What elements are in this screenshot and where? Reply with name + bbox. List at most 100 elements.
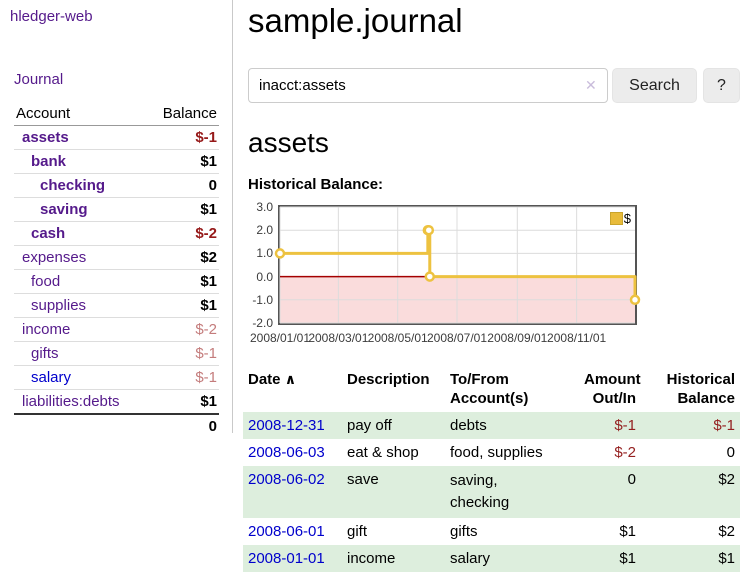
account-row-liabilities-debts: liabilities:debts $1 (14, 389, 219, 415)
accounts-total-value: 0 (147, 413, 219, 438)
transaction-accounts: salary (450, 550, 491, 567)
sidebar-item-journal[interactable]: Journal (14, 71, 64, 88)
chart-plot-area: $ (274, 205, 641, 325)
chart-y-axis: 3.0 2.0 1.0 0.0 -1.0 -2.0 (243, 200, 273, 330)
account-row-supplies: supplies $1 (14, 293, 219, 318)
app-title: hledger-web (10, 8, 93, 25)
account-link-gifts[interactable]: gifts (31, 345, 59, 362)
register-row: 2008-12-31 pay off debts $-1 $-1 (243, 412, 740, 439)
y-tick-label: 2.0 (256, 223, 273, 238)
x-tick-label: 2008/01/01 (249, 331, 311, 345)
account-balance: $1 (147, 389, 219, 415)
account-link-bank[interactable]: bank (31, 153, 67, 170)
transaction-amount: $1 (619, 550, 636, 567)
accounts-table: Account Balance assets $-1 bank $1 check… (14, 102, 219, 438)
account-row-checking: checking 0 (14, 173, 219, 198)
transaction-description: pay off (347, 417, 392, 434)
account-row-assets: assets $-1 (14, 125, 219, 150)
y-tick-label: -1.0 (252, 292, 273, 307)
y-tick-label: -2.0 (252, 316, 273, 330)
legend-label: $ (623, 211, 631, 226)
register-row: 2008-06-03 eat & shop food, supplies $-2… (243, 439, 740, 466)
account-link-salary[interactable]: salary (31, 369, 72, 386)
transaction-amount: $1 (619, 523, 636, 540)
page-title: sample.journal (248, 2, 463, 39)
transaction-date-link[interactable]: 2008-12-31 (248, 417, 325, 434)
y-tick-label: 0.0 (256, 269, 273, 284)
account-row-cash: cash $-2 (14, 221, 219, 246)
account-link-assets[interactable]: assets (22, 129, 69, 146)
transaction-accounts: debts (450, 417, 487, 434)
accounts-column-header: To/From Account(s) (450, 371, 529, 407)
transaction-accounts: food, supplies (450, 444, 543, 461)
y-tick-label: 1.0 (256, 246, 273, 261)
account-heading: assets (248, 127, 329, 158)
account-link-saving[interactable]: saving (40, 201, 88, 218)
clear-search-icon[interactable]: ✕ (585, 77, 597, 93)
transaction-balance: 0 (726, 444, 735, 461)
transaction-description: gift (347, 523, 368, 540)
register-header-row: Date ∧ Description To/From Account(s) Am… (243, 366, 740, 412)
account-balance: $-1 (147, 341, 219, 366)
transaction-description: income (347, 550, 396, 567)
transaction-date-link[interactable]: 2008-06-01 (248, 523, 325, 540)
transaction-description: eat & shop (347, 444, 419, 461)
transaction-description: save (347, 471, 379, 488)
account-link-supplies[interactable]: supplies (31, 297, 87, 314)
account-balance: $-1 (147, 125, 219, 150)
search-button[interactable]: Search (612, 68, 697, 103)
account-balance: $1 (147, 197, 219, 222)
x-tick-label: 2008/09/01 (487, 331, 548, 345)
transaction-accounts: gifts (450, 523, 478, 540)
app-title-link[interactable]: hledger-web (10, 8, 93, 25)
search-input[interactable] (248, 68, 608, 103)
account-row-income: income $-2 (14, 317, 219, 342)
transaction-amount: $-1 (614, 417, 636, 434)
account-balance: $1 (147, 293, 219, 318)
account-link-checking[interactable]: checking (40, 177, 106, 194)
account-link-cash[interactable]: cash (31, 225, 66, 242)
account-row-gifts: gifts $-1 (14, 341, 219, 366)
register-row: 2008-06-01 gift gifts $1 $2 (243, 518, 740, 545)
account-balance: $1 (147, 149, 219, 174)
transaction-accounts: saving, checking (450, 472, 510, 511)
transaction-date-link[interactable]: 2008-06-03 (248, 444, 325, 461)
x-tick-label: 2008/03/01 (308, 331, 369, 345)
balance-chart: 3.0 2.0 1.0 0.0 -1.0 -2.0 $ 2008/01/01 2008/03… (243, 200, 742, 350)
accounts-header-row: Account Balance (14, 102, 219, 126)
legend-color-swatch (609, 212, 623, 225)
chart-legend: $ (609, 211, 631, 226)
date-column-header[interactable]: Date ∧ (248, 371, 297, 388)
chart-title: Historical Balance: (248, 176, 384, 193)
account-link-expenses[interactable]: expenses (22, 249, 87, 266)
help-button[interactable]: ? (703, 68, 740, 103)
account-column-header: Account (14, 102, 147, 126)
account-row-salary: salary $-1 (14, 365, 219, 390)
accounts-total-row: 0 (14, 413, 219, 438)
transaction-balance: $2 (718, 471, 735, 488)
amount-column-header: Amount Out/In (584, 371, 641, 407)
x-tick-label: 2008/05/01 (367, 331, 428, 345)
sidebar-divider (232, 0, 233, 433)
chart-x-axis: 2008/01/01 2008/03/01 2008/05/01 2008/07/01… (250, 331, 640, 346)
description-column-header: Description (347, 371, 430, 388)
balance-column-header: Balance (147, 102, 219, 126)
register-table: Date ∧ Description To/From Account(s) Am… (243, 366, 740, 572)
account-balance: $1 (147, 269, 219, 294)
transaction-amount: 0 (627, 471, 636, 488)
transaction-date-link[interactable]: 2008-06-02 (248, 471, 325, 488)
account-link-food[interactable]: food (31, 273, 61, 290)
account-row-food: food $1 (14, 269, 219, 294)
account-link-liabilities-debts[interactable]: liabilities:debts (22, 393, 120, 410)
transaction-date-link[interactable]: 2008-01-01 (248, 550, 325, 567)
y-tick-label: 3.0 (256, 200, 273, 214)
account-balance: 0 (147, 173, 219, 198)
sort-asc-icon: ∧ (284, 371, 297, 387)
register-row: 2008-06-02 save saving, checking 0 $2 (243, 466, 740, 518)
x-tick-label: 2008/11/01 (547, 331, 607, 345)
chart-canvas (274, 206, 641, 324)
account-row-saving: saving $1 (14, 197, 219, 222)
transaction-balance: $1 (718, 550, 735, 567)
account-balance: $-1 (147, 365, 219, 390)
account-link-income[interactable]: income (22, 321, 71, 338)
